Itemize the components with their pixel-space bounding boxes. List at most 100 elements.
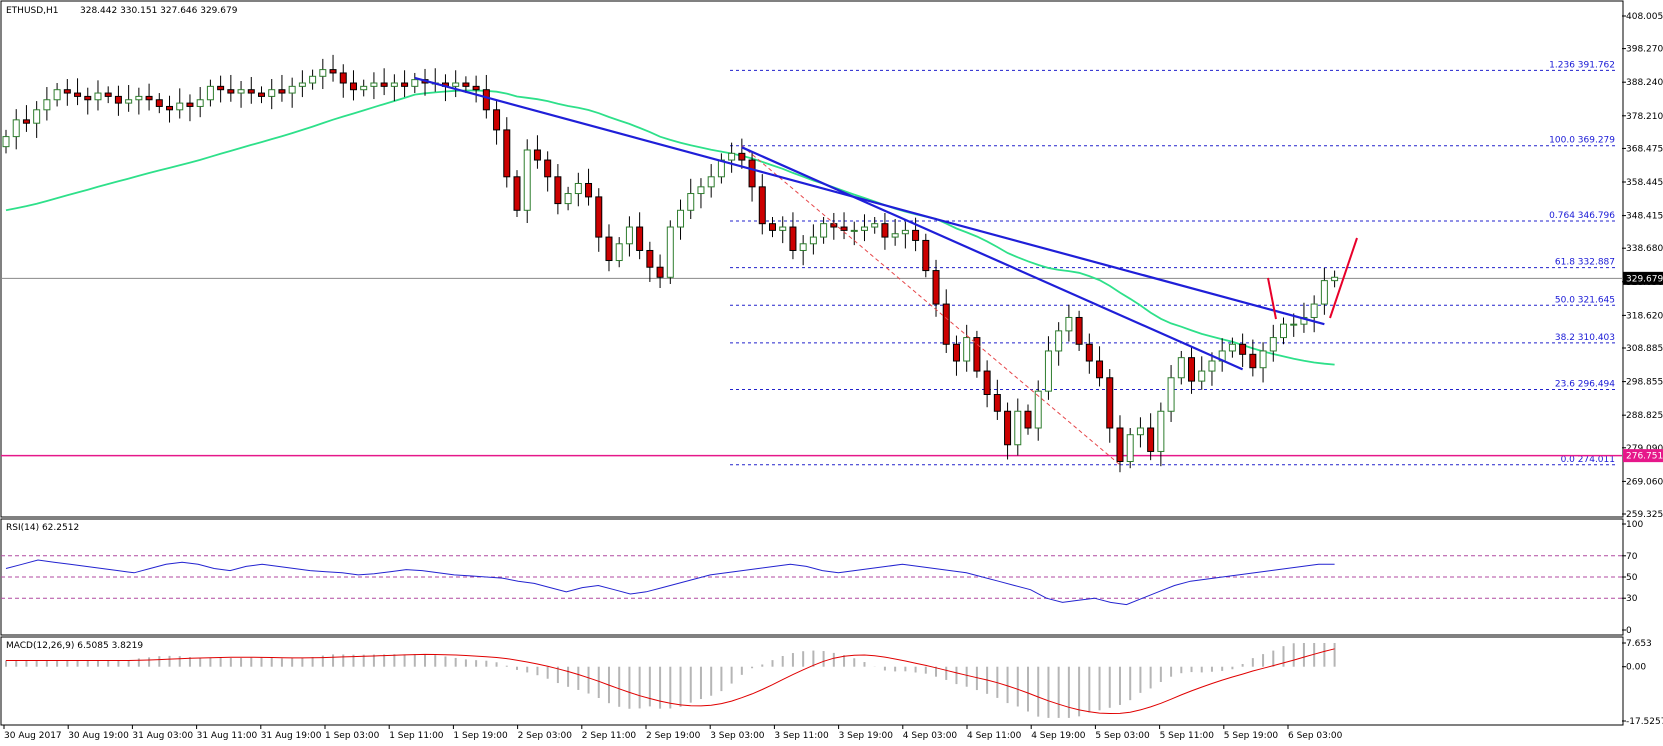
price-tick-label: 368.475 <box>1626 144 1663 154</box>
candle-down <box>401 82 409 87</box>
fib-level-label: 23.6 296.494 <box>1555 380 1615 390</box>
candle-up <box>850 229 858 232</box>
fib-level-label: 0.764 346.796 <box>1549 211 1615 221</box>
candle-down <box>554 176 562 205</box>
time-tick-label: 31 Aug 03:00 <box>132 731 193 741</box>
candle-up <box>1034 390 1042 429</box>
candle-up <box>288 85 296 94</box>
candle-down <box>22 119 30 124</box>
rsi-axis: 100 70 50 30 0 <box>1622 520 1643 636</box>
support-price-tag-bg <box>1623 449 1663 463</box>
candle-down <box>1239 343 1247 355</box>
candle-down <box>349 82 357 91</box>
fibonacci-levels: 1.236 391.762 100.0 369.279 0.764 346.796 6… <box>730 60 1617 466</box>
candle-up <box>891 233 899 238</box>
candle-down <box>217 85 225 91</box>
main-panel: 1.236 391.762 100.0 369.279 0.764 346.796 6… <box>0 0 1624 518</box>
candle-up <box>1055 330 1063 352</box>
fib-level-label: 0.0 274.011 <box>1561 455 1615 465</box>
candle-up <box>411 79 419 87</box>
trendlines <box>414 76 1325 371</box>
price-tick-label: 358.445 <box>1626 178 1663 188</box>
macd-tick-label: 0.00 <box>1626 663 1646 673</box>
fib-level-label: 50.0 321.645 <box>1555 295 1615 305</box>
rsi-tick-label: 100 <box>1626 520 1643 530</box>
price-axis: 408.005 398.270 388.240 378.210 368.475 358.4… <box>1622 12 1663 520</box>
candle-down <box>881 223 889 238</box>
price-tick-label: 388.240 <box>1626 78 1663 88</box>
fib-level-label: 61.8 332.887 <box>1555 258 1615 268</box>
price-tick-label: 259.325 <box>1626 510 1663 520</box>
candle-up <box>1044 350 1052 392</box>
candle-up <box>360 85 368 91</box>
time-tick-label: 4 Sep 19:00 <box>1031 731 1086 741</box>
candle-up <box>1331 276 1339 282</box>
candle-down <box>482 89 490 111</box>
price-tick-label: 308.885 <box>1626 344 1663 354</box>
candle-down <box>186 102 194 107</box>
candle-up <box>871 223 879 228</box>
time-tick-label: 1 Sep 11:00 <box>389 731 444 741</box>
time-tick-label: 3 Sep 03:00 <box>710 731 765 741</box>
price-tick-label: 338.680 <box>1626 244 1663 254</box>
candle-up <box>33 109 41 124</box>
candle-down <box>1147 427 1155 452</box>
time-tick-label: 31 Aug 11:00 <box>197 731 258 741</box>
time-tick-label: 30 Aug 19:00 <box>68 731 129 741</box>
candle-up <box>799 243 807 251</box>
rsi-tick-label: 50 <box>1626 573 1638 583</box>
candle-up <box>1228 343 1236 352</box>
price-tick-label: 279.090 <box>1626 444 1663 454</box>
time-tick-label: 4 Sep 11:00 <box>967 731 1022 741</box>
candle-down <box>278 89 286 94</box>
macd-signal-line <box>6 648 1335 715</box>
candle-down <box>983 370 991 396</box>
price-tick-label: 398.270 <box>1626 45 1663 55</box>
macd-panel: MACD(12,26,9) 6.5085 3.8219 <box>0 636 1624 726</box>
price-tick-label: 269.060 <box>1626 477 1663 487</box>
candle-down <box>227 89 235 94</box>
candle-down <box>472 85 480 91</box>
candle-down <box>329 69 337 74</box>
candle-up <box>1014 410 1022 446</box>
candle-down <box>922 239 930 272</box>
candle-up <box>809 236 817 245</box>
candle-up <box>707 176 715 188</box>
current-price-tag: 329.679 <box>1626 274 1663 284</box>
rsi-panel: RSI(14) 62.2512 <box>0 518 1624 636</box>
macd-tick-label: -17.5257 <box>1626 717 1663 727</box>
candle-up <box>615 243 623 262</box>
candle-up <box>94 92 102 101</box>
time-tick-label: 3 Sep 19:00 <box>839 731 894 741</box>
candle-down <box>339 72 347 84</box>
candle-down <box>1188 357 1196 382</box>
candle-down <box>104 92 112 97</box>
time-tick-label: 5 Sep 19:00 <box>1224 731 1279 741</box>
candle-up <box>860 226 868 231</box>
candle-down <box>1024 410 1032 429</box>
candle-up <box>1320 280 1328 305</box>
candle-down <box>585 182 593 198</box>
time-tick-label: 2 Sep 11:00 <box>582 731 637 741</box>
macd-tick-label: 7.653 <box>1626 639 1652 649</box>
candle-down <box>1116 427 1124 462</box>
fib-level-label: 100.0 369.279 <box>1549 136 1615 146</box>
candle-down <box>1106 377 1114 429</box>
forecast-arrows <box>1267 237 1358 320</box>
candle-down <box>1249 353 1257 369</box>
macd-label: MACD(12,26,9) 6.5085 3.8219 <box>6 641 143 651</box>
candle-up <box>820 223 828 238</box>
candle-down <box>84 95 92 101</box>
time-tick-label: 2 Sep 03:00 <box>518 731 573 741</box>
candle-up <box>196 99 204 107</box>
candle-up <box>298 82 306 87</box>
rsi-tick-label: 30 <box>1626 594 1638 604</box>
candle-down <box>493 109 501 131</box>
time-tick-label: 1 Sep 19:00 <box>453 731 508 741</box>
candle-up <box>53 89 61 101</box>
candle-up <box>268 89 276 97</box>
candle-up <box>779 226 787 231</box>
candle-down <box>166 105 174 111</box>
rsi-tick-label: 70 <box>1626 552 1638 562</box>
candle-up <box>677 209 685 228</box>
